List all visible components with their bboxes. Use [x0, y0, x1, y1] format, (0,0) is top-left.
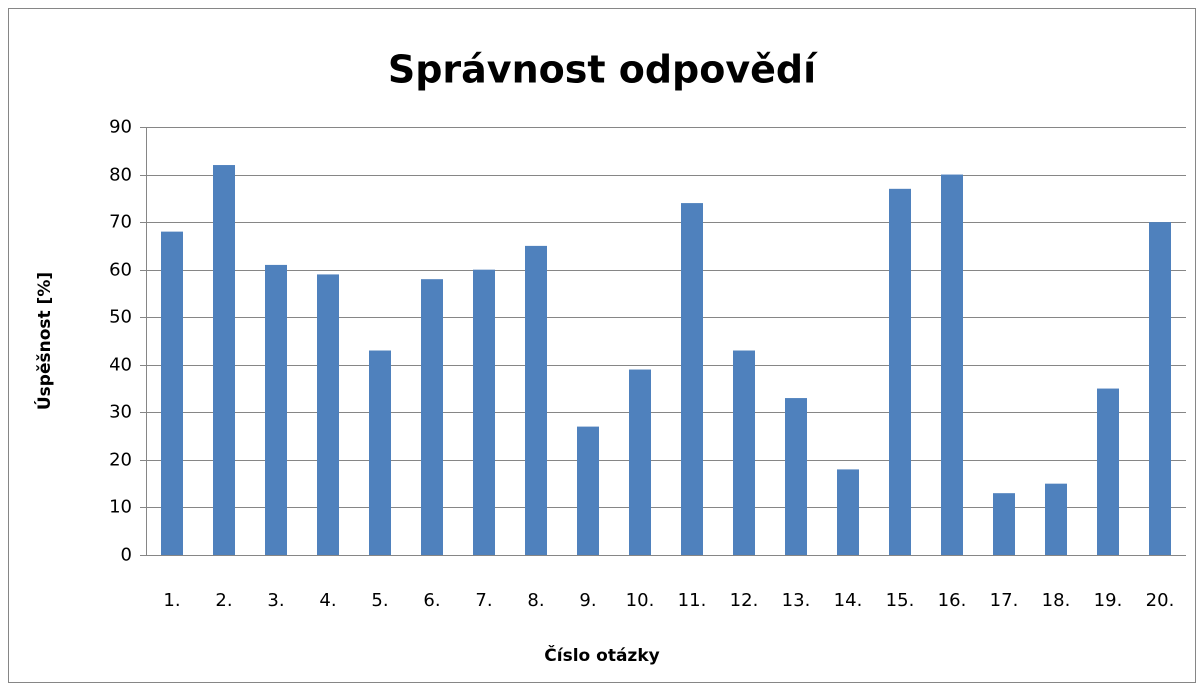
- bar: [265, 264, 287, 555]
- chart-title: Správnost odpovědí: [388, 48, 818, 92]
- x-tick-label: 19.: [1094, 590, 1123, 611]
- x-tick-label: 3.: [267, 590, 284, 611]
- y-axis-title: Úspěšnost [%]: [33, 272, 55, 410]
- y-tick-label: 70: [109, 212, 132, 233]
- x-tick-label: 13.: [782, 590, 811, 611]
- y-tick-label: 10: [109, 497, 132, 518]
- bar: [1097, 388, 1119, 555]
- x-tick-label: 15.: [886, 590, 915, 611]
- bar: [837, 469, 859, 555]
- bar: [421, 279, 443, 555]
- chart-border: [8, 8, 1196, 683]
- bar: [941, 174, 963, 556]
- x-tick-label: 8.: [527, 590, 544, 611]
- y-tick-label: 50: [109, 307, 132, 328]
- bar: [369, 350, 391, 555]
- x-tick-label: 6.: [423, 590, 440, 611]
- x-tick-label: 11.: [678, 590, 707, 611]
- x-tick-label: 14.: [834, 590, 863, 611]
- x-tick-label: 7.: [475, 590, 492, 611]
- x-tick-label: 9.: [579, 590, 596, 611]
- y-tick-label: 20: [109, 450, 132, 471]
- x-tick-label: 12.: [730, 590, 759, 611]
- bar: [889, 188, 911, 556]
- y-tick-label: 0: [121, 545, 132, 566]
- bar: [629, 369, 651, 555]
- bar: [785, 398, 807, 555]
- x-tick-label: 10.: [626, 590, 655, 611]
- x-tick-label: 18.: [1042, 590, 1071, 611]
- bar: [1045, 483, 1067, 555]
- bar: [473, 269, 495, 555]
- bar: [161, 231, 183, 555]
- x-tick-label: 5.: [371, 590, 388, 611]
- y-tick-label: 30: [109, 402, 132, 423]
- bar: [317, 274, 339, 555]
- x-tick-label: 1.: [163, 590, 180, 611]
- x-tick-label: 2.: [215, 590, 232, 611]
- x-tick-label: 17.: [990, 590, 1019, 611]
- bar: [525, 245, 547, 555]
- bar: [577, 426, 599, 555]
- y-tick-label: 90: [109, 117, 132, 138]
- bar: [681, 203, 703, 556]
- bar: [993, 493, 1015, 555]
- bar: [213, 165, 235, 556]
- x-tick-label: 16.: [938, 590, 967, 611]
- x-tick-label: 4.: [319, 590, 336, 611]
- y-tick-label: 60: [109, 260, 132, 281]
- x-tick-label: 20.: [1146, 590, 1175, 611]
- y-tick-label: 80: [109, 165, 132, 186]
- bar: [733, 350, 755, 555]
- x-axis-title: Číslo otázky: [544, 644, 659, 666]
- bar: [1149, 222, 1171, 555]
- y-tick-label: 40: [109, 355, 132, 376]
